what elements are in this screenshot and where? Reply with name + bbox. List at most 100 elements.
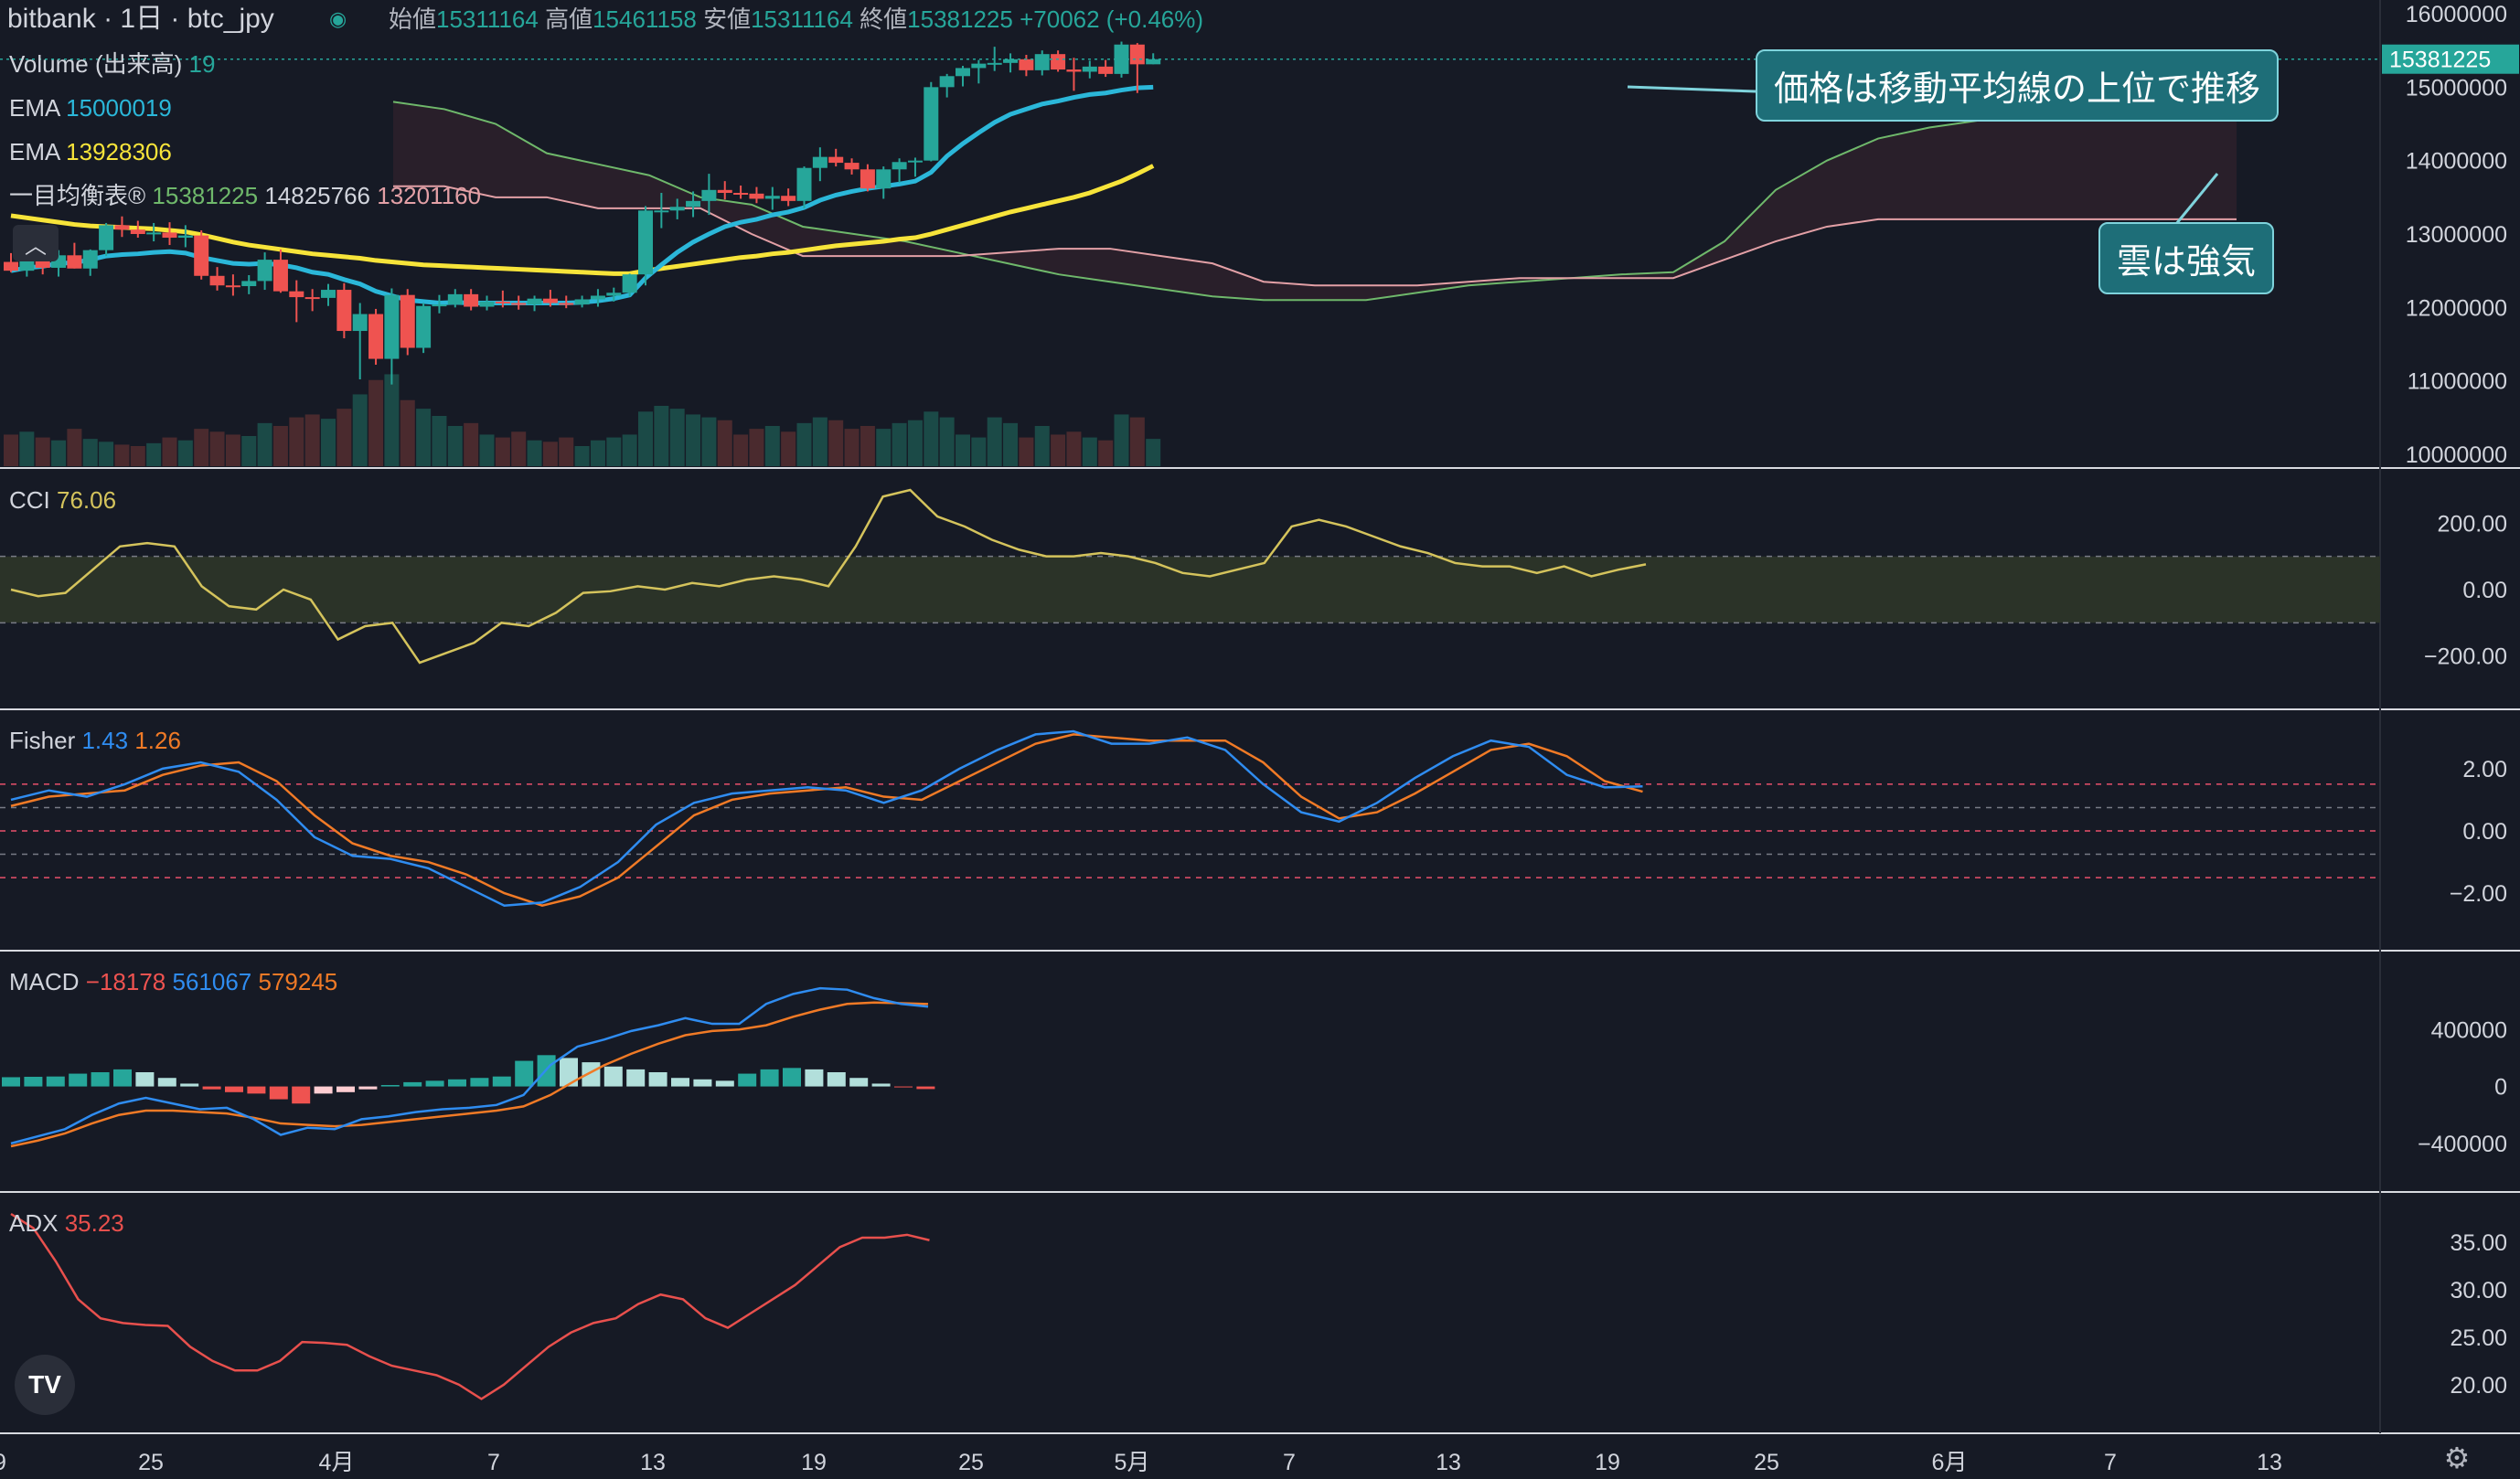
candle-body <box>321 290 336 298</box>
volume-bar <box>1146 439 1161 466</box>
macd-axis-tick: 0 <box>2494 1075 2507 1101</box>
time-axis-label: 7 <box>2104 1450 2117 1475</box>
settings-icon[interactable]: ⚙ <box>2443 1442 2471 1474</box>
legend-fisher[interactable]: Fisher 1.43 1.26 <box>9 727 181 754</box>
candle-body <box>4 261 18 271</box>
legend-ema-slow[interactable]: EMA 13928306 <box>9 138 172 165</box>
macd-histogram-bar <box>560 1058 578 1087</box>
volume-bar <box>860 426 875 466</box>
candle-body <box>67 255 82 269</box>
callout-price-above-ma: 価格は移動平均線の上位で推移 <box>1756 49 2280 122</box>
fisher-line <box>10 729 1643 908</box>
volume-bar <box>971 437 987 466</box>
candle-body <box>400 294 415 348</box>
fisher-trigger-line <box>10 733 1643 908</box>
tradingview-logo[interactable]: TV <box>15 1355 75 1415</box>
volume-bar <box>764 426 780 466</box>
time-axis-label: 6月 <box>1932 1450 1968 1475</box>
candle-body <box>638 210 653 275</box>
volume-bar <box>289 417 304 466</box>
volume-bar <box>384 374 400 466</box>
candle-body <box>257 260 272 282</box>
legend-cci[interactable]: CCI 76.06 <box>9 486 117 514</box>
candle-body <box>892 162 907 170</box>
candle-body <box>606 293 622 296</box>
candle-body <box>733 193 749 196</box>
volume-bar <box>19 431 35 466</box>
legend-adx[interactable]: ADX 35.23 <box>9 1209 124 1237</box>
volume-bar <box>447 426 463 466</box>
volume-bar <box>368 379 384 466</box>
volume-bar <box>1019 437 1034 466</box>
legend-ema-fast[interactable]: EMA 15000019 <box>9 94 172 122</box>
volume-bar <box>1129 417 1145 466</box>
macd-line <box>10 986 929 1145</box>
price-axis-tick: 15000000 <box>2406 75 2507 101</box>
macd-histogram-bar <box>626 1069 646 1087</box>
volume-bar <box>321 419 336 466</box>
candle-body <box>1146 59 1161 65</box>
candle-body <box>146 232 162 235</box>
candle-body <box>432 304 447 307</box>
volume-bar <box>733 434 749 466</box>
candle-body <box>686 200 701 207</box>
price-axis-tick: 11000000 <box>2408 369 2507 395</box>
candle-body <box>82 250 98 269</box>
status-dot: ◉ <box>329 7 347 30</box>
candle-body <box>1003 59 1019 63</box>
volume-bar <box>432 416 447 466</box>
legend-volume[interactable]: Volume (出来高) 19 <box>9 50 216 78</box>
candle-body <box>622 274 637 293</box>
adx-axis-tick: 25.00 <box>2450 1325 2507 1351</box>
fisher-axis-tick: 0.00 <box>2462 819 2507 845</box>
volume-bar <box>892 422 907 466</box>
last-price-tag-label: 15381225 <box>2389 48 2491 73</box>
collapse-legend-button[interactable]: ︿ <box>13 225 59 261</box>
candle-body <box>19 260 35 271</box>
candle-body <box>876 169 892 189</box>
candle-body <box>749 193 764 199</box>
volume-bar <box>574 446 590 466</box>
candle-body <box>209 275 225 286</box>
legend-macd[interactable]: MACD −18178 561067 579245 <box>9 968 338 995</box>
macd-histogram-bar <box>157 1078 176 1087</box>
candle-body <box>701 189 717 201</box>
volume-bar <box>717 420 732 466</box>
candle-body <box>956 68 970 77</box>
volume-bar <box>146 442 162 466</box>
candle-body <box>368 314 384 359</box>
ichimoku-span-b <box>393 185 2237 287</box>
volume-bar <box>194 429 209 466</box>
candle-body <box>654 210 669 213</box>
adx-axis-tick: 30.00 <box>2450 1278 2507 1303</box>
time-axis-label: 13 <box>1436 1450 1461 1475</box>
macd-signal-line <box>10 1001 929 1148</box>
cci-axis-tick: 200.00 <box>2438 511 2507 537</box>
volume-bar <box>527 440 542 466</box>
volume-bar <box>35 437 50 466</box>
volume-bar <box>336 409 352 466</box>
symbol-title[interactable]: bitbank · 1日 · btc_jpy <box>7 4 274 34</box>
candle-body <box>416 305 432 348</box>
last-price-tag <box>2382 44 2519 74</box>
macd-axis-tick: 400000 <box>2431 1017 2507 1043</box>
legend-ichimoku[interactable]: 一目均衡表® 15381225 14825766 13201160 <box>9 182 481 209</box>
candle-body <box>939 76 955 88</box>
adx-line <box>10 1212 930 1400</box>
volume-bar <box>1066 431 1082 466</box>
volume-bar <box>939 417 955 466</box>
macd-histogram-bar <box>91 1072 110 1087</box>
volume-bar <box>464 422 479 466</box>
volume-bar <box>225 434 240 466</box>
price-axis-tick: 16000000 <box>2406 2 2507 27</box>
candle-body <box>542 298 558 303</box>
candle-body <box>971 63 987 69</box>
candle-body <box>1019 59 1034 70</box>
fisher-axis-tick: 2.00 <box>2462 757 2507 782</box>
macd-histogram-bar <box>358 1086 378 1090</box>
candle-body <box>764 196 780 199</box>
macd-histogram-bar <box>648 1072 667 1087</box>
macd-histogram-bar <box>202 1086 221 1090</box>
macd-histogram-bar <box>292 1086 311 1104</box>
